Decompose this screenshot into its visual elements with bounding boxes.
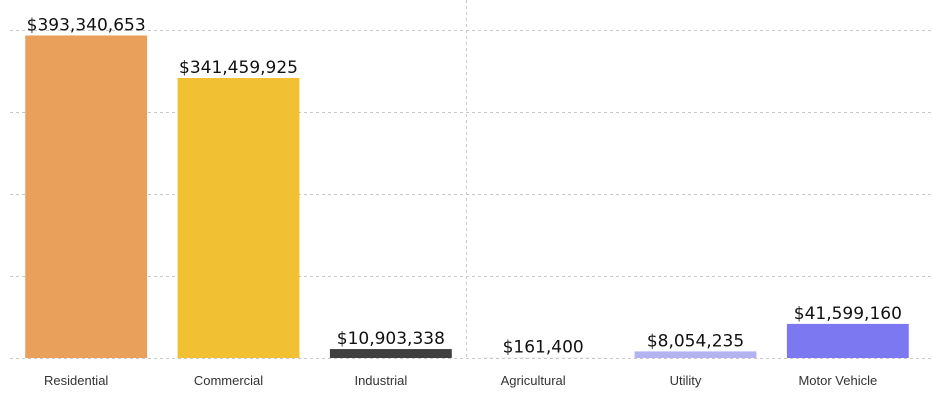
bar-commercial[interactable] (177, 78, 300, 358)
category-labels: Residential Commercial Industrial Agricultu… (44, 373, 877, 388)
gridlines (10, 30, 934, 359)
category-label: Motor Vehicle (798, 373, 877, 388)
category-label: Industrial (354, 373, 407, 388)
bar-industrial[interactable] (329, 349, 452, 358)
category-label: Utility (670, 373, 702, 388)
bars (25, 35, 909, 358)
bar-motor-vehicle[interactable] (786, 323, 909, 358)
bar-utility[interactable] (634, 351, 757, 358)
value-label: $341,459,925 (179, 58, 298, 78)
value-labels: $393,340,653 $341,459,925 $10,903,338 $161,… (27, 15, 902, 357)
value-label: $8,054,235 (647, 331, 744, 351)
category-label: Residential (44, 373, 108, 388)
value-label: $161,400 (503, 338, 584, 358)
bar-residential[interactable] (25, 35, 148, 358)
value-label: $41,599,160 (794, 304, 902, 324)
value-label: $10,903,338 (337, 329, 445, 349)
category-label: Agricultural (501, 373, 566, 388)
category-label: Commercial (194, 373, 263, 388)
value-label: $393,340,653 (27, 15, 146, 35)
bar-agricultural[interactable] (482, 357, 605, 359)
